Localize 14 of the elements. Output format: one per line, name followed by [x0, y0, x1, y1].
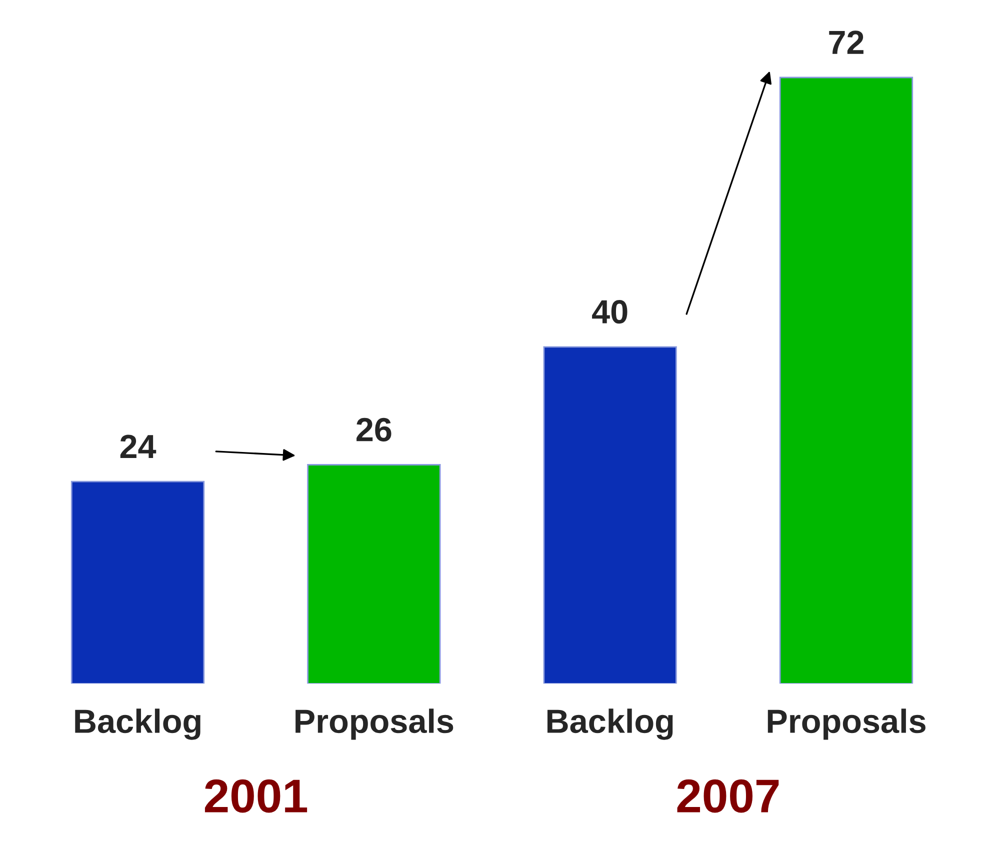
- text: 2001: [204, 779, 308, 813]
- data-label: 72: [829, 30, 864, 54]
- bar: [543, 346, 677, 684]
- bar: [307, 464, 441, 684]
- x-tick-label: Backlog: [547, 708, 673, 740]
- x-tick-label: Proposals: [768, 708, 926, 740]
- bar: [779, 76, 914, 684]
- x-tick-label: Proposals: [296, 708, 454, 740]
- data-label: 40: [592, 300, 628, 324]
- bar: [70, 480, 205, 684]
- data-label: 26: [356, 418, 392, 442]
- text: 2007: [677, 779, 779, 813]
- data-label: 24: [120, 434, 156, 458]
- x-tick-label: Backlog: [75, 708, 200, 740]
